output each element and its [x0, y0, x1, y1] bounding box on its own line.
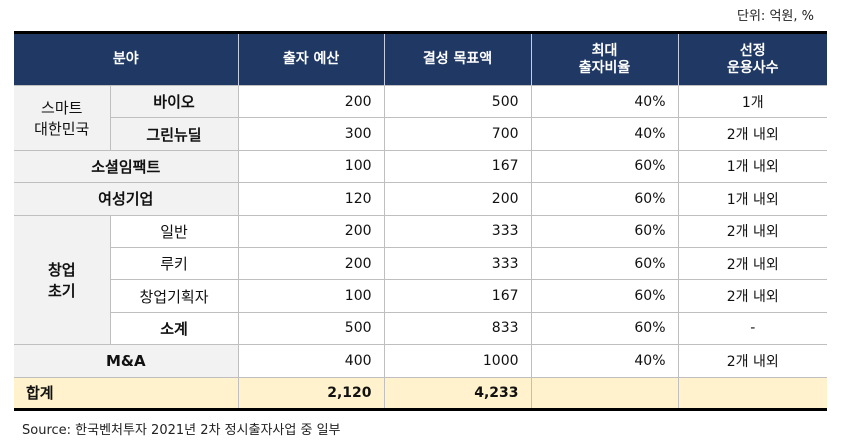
ratio-cell: 60% — [530, 182, 679, 216]
target-cell: 1000 — [383, 344, 532, 378]
count-cell: 2개 내외 — [677, 214, 828, 248]
count-cell: 1개 — [677, 84, 828, 119]
count-cell: 1개 내외 — [677, 149, 828, 184]
budget-cell: 400 — [237, 344, 385, 378]
total-row: 합계 2,120 4,233 — [14, 376, 828, 411]
table-row: 소셜임팩트 100 167 60% 1개 내외 — [14, 149, 828, 184]
header-gp-count-line1: 선정 — [739, 42, 766, 59]
table-row: 창업기획자 100 167 60% 2개 내외 — [14, 279, 828, 313]
category-cell: 창업기획자 — [110, 279, 239, 313]
category-cell: 일반 — [109, 214, 239, 248]
target-cell: 333 — [383, 214, 532, 248]
target-cell: 167 — [383, 149, 532, 184]
header-gp-count: 선정 운용사수 — [677, 31, 828, 86]
group-smart-line2: 대한민국 — [34, 119, 90, 138]
header-max-ratio: 최대 출자비율 — [530, 31, 679, 86]
unit-note: 단위: 억원, % — [737, 9, 814, 24]
category-cell: 루키 — [110, 246, 239, 281]
count-cell: - — [677, 311, 828, 346]
header-max-ratio-line2: 출자비율 — [578, 59, 631, 76]
budget-cell: 200 — [237, 214, 385, 248]
header-budget: 출자 예산 — [237, 31, 385, 86]
category-cell: 여성기업 — [14, 182, 239, 216]
table-row: M&A 400 1000 40% 2개 내외 — [14, 344, 828, 378]
table-row: 루키 200 333 60% 2개 내외 — [14, 246, 828, 281]
header-gp-count-line2: 운용사수 — [727, 59, 779, 76]
count-cell: 2개 내외 — [677, 117, 828, 151]
ratio-cell: 60% — [530, 279, 679, 313]
group-startup-line2: 초기 — [47, 281, 76, 300]
count-cell: 2개 내외 — [677, 279, 828, 313]
subtotal-label: 소계 — [110, 311, 239, 346]
total-count — [677, 376, 828, 411]
source-note: Source: 한국벤처투자 2021년 2차 정시출자사업 중 일부 — [22, 423, 341, 438]
target-cell: 333 — [383, 246, 532, 281]
target-cell: 500 — [383, 84, 532, 119]
category-cell: 소셜임팩트 — [14, 149, 239, 184]
total-target: 4,233 — [383, 376, 532, 411]
count-cell: 2개 내외 — [677, 344, 828, 378]
ratio-cell: 60% — [530, 149, 679, 184]
ratio-cell: 40% — [530, 344, 679, 378]
budget-cell: 200 — [237, 246, 385, 281]
group-startup-line1: 창업 — [47, 260, 76, 279]
table-row: 소계 500 833 60% - — [14, 311, 828, 346]
budget-cell: 100 — [237, 149, 385, 184]
target-cell: 700 — [383, 117, 532, 151]
count-cell: 2개 내외 — [677, 246, 828, 281]
ratio-cell: 60% — [530, 246, 679, 281]
table-row: 그린뉴딜 300 700 40% 2개 내외 — [14, 117, 828, 151]
category-cell: 바이오 — [109, 84, 239, 119]
budget-cell: 300 — [237, 117, 385, 151]
ratio-cell: 60% — [530, 214, 679, 248]
total-ratio — [530, 376, 679, 411]
count-cell: 1개 내외 — [677, 182, 828, 216]
total-budget: 2,120 — [237, 376, 385, 411]
budget-cell: 200 — [237, 84, 385, 119]
target-cell: 833 — [383, 311, 532, 346]
header-target: 결성 목표액 — [383, 31, 532, 86]
group-smart-line1: 스마트 — [41, 98, 83, 117]
budget-cell: 120 — [237, 182, 385, 216]
table-row: 여성기업 120 200 60% 1개 내외 — [14, 182, 828, 216]
category-cell: M&A — [14, 344, 239, 378]
target-cell: 167 — [383, 279, 532, 313]
category-cell: 그린뉴딜 — [110, 117, 239, 151]
header-field: 분야 — [14, 31, 239, 86]
target-cell: 200 — [383, 182, 532, 216]
header-max-ratio-line1: 최대 — [591, 42, 618, 59]
ratio-cell: 60% — [530, 311, 679, 346]
budget-cell: 100 — [237, 279, 385, 313]
total-label: 합계 — [14, 376, 239, 411]
header-row: 분야 출자 예산 결성 목표액 최대 출자비율 선정 운용사수 — [14, 31, 828, 86]
ratio-cell: 40% — [530, 117, 679, 151]
ratio-cell: 40% — [530, 84, 679, 119]
budget-cell: 500 — [237, 311, 385, 346]
